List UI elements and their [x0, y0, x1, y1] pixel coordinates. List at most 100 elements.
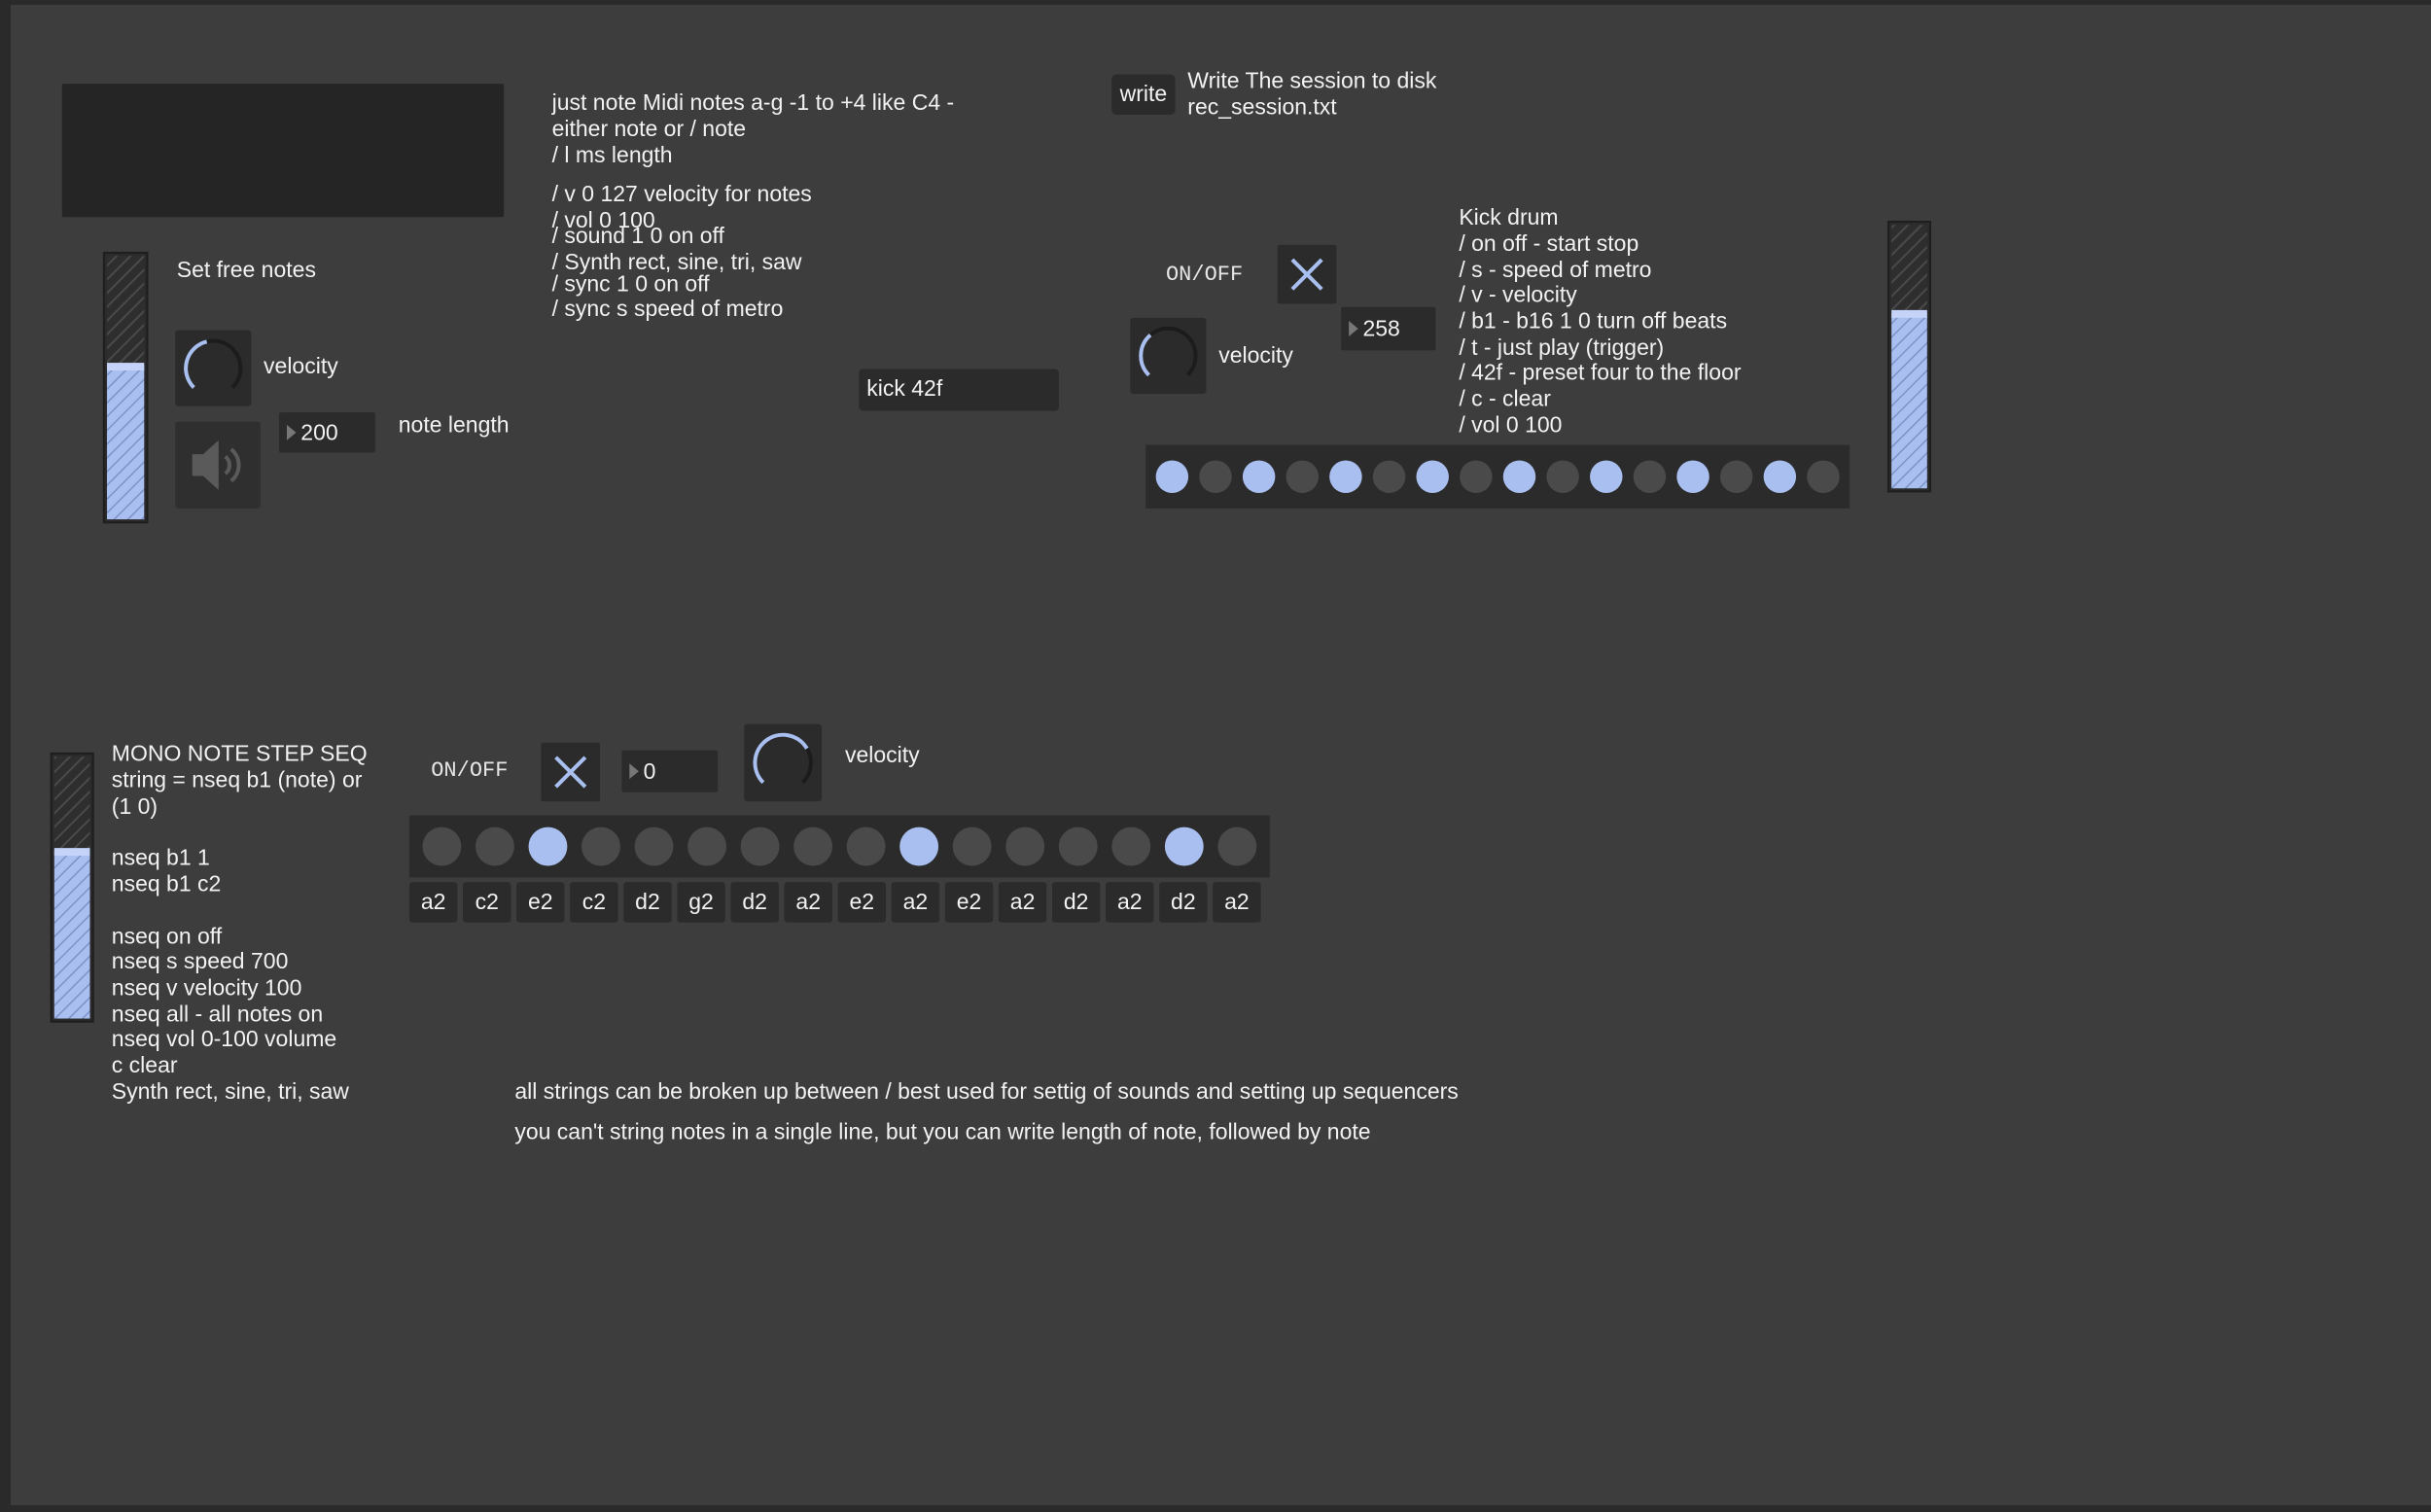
help-line: nseq all - all notes on	[112, 1001, 323, 1026]
step-button[interactable]	[422, 826, 462, 866]
step-button[interactable]	[528, 826, 568, 866]
note-box[interactable]	[1051, 882, 1101, 923]
toggle-x	[554, 756, 587, 789]
help-line: / c - clear	[1459, 385, 1551, 410]
write-button[interactable]	[1111, 74, 1176, 115]
note-label: c2	[582, 889, 606, 914]
help-line: / on off - start stop	[1459, 230, 1638, 256]
help-line: / v - velocity	[1459, 282, 1577, 307]
help-line: / b1 - b16 1 0 turn off beats	[1459, 308, 1727, 334]
number-box[interactable]	[621, 750, 719, 792]
note-box[interactable]	[1213, 882, 1261, 923]
top-edge	[0, 0, 2431, 5]
help-line: string = nseq b1 (note) or	[112, 767, 363, 792]
slider-knob	[107, 363, 145, 371]
step-button[interactable]	[1763, 460, 1797, 494]
step-button[interactable]	[634, 826, 674, 866]
note-label: d2	[1064, 889, 1089, 914]
label: note length	[399, 412, 510, 438]
step-button[interactable]	[687, 826, 726, 866]
step-button[interactable]	[1199, 460, 1232, 494]
slider-empty	[107, 256, 145, 367]
help-line: (1 0)	[112, 793, 158, 819]
step-button[interactable]	[952, 826, 992, 866]
note-box[interactable]	[623, 882, 672, 923]
step-button[interactable]	[1286, 460, 1320, 494]
step-button[interactable]	[899, 826, 939, 866]
number-box[interactable]	[278, 412, 375, 453]
message-label: kick 42f	[866, 375, 943, 401]
note-box[interactable]	[784, 882, 832, 923]
note-box[interactable]	[463, 882, 511, 923]
note-box[interactable]	[516, 882, 565, 923]
note-label: e2	[528, 889, 553, 914]
help-line: nseq b1 1	[112, 844, 210, 869]
note-box[interactable]	[944, 882, 994, 923]
note-box[interactable]	[408, 882, 458, 923]
step-button[interactable]	[1217, 826, 1257, 866]
note-box[interactable]	[837, 882, 887, 923]
left-edge	[0, 0, 11, 1512]
step-button[interactable]	[1372, 460, 1406, 494]
step-button[interactable]	[1676, 460, 1709, 494]
speaker-waves	[224, 447, 241, 483]
knob-value	[753, 732, 809, 785]
toggle-x	[1290, 258, 1323, 291]
step-button[interactable]	[1416, 460, 1449, 494]
help-line: / vol 0 100	[1459, 412, 1562, 438]
note-label: a2	[421, 889, 446, 914]
note-label: a2	[1224, 889, 1250, 914]
note-label: a2	[1010, 889, 1036, 914]
step-button[interactable]	[740, 826, 780, 866]
help-line: nseq b1 c2	[112, 870, 222, 896]
note-label: d2	[742, 889, 767, 914]
step-button[interactable]	[1005, 826, 1045, 866]
step-button[interactable]	[1111, 826, 1151, 866]
help-line: / sync 1 0 on off	[552, 270, 711, 296]
note-box[interactable]	[570, 882, 618, 923]
toggle-label: ON/OFF	[431, 758, 508, 783]
step-button[interactable]	[1719, 460, 1753, 494]
step-button[interactable]	[1164, 826, 1204, 866]
note-label: g2	[688, 889, 714, 914]
step-button[interactable]	[1502, 460, 1536, 494]
help-line: / sound 1 0 on off	[552, 223, 725, 248]
display	[61, 84, 505, 218]
message-box[interactable]	[859, 369, 1059, 411]
step-button[interactable]	[793, 826, 833, 866]
number-arrow	[1349, 321, 1358, 336]
number-value: 258	[1362, 316, 1399, 341]
label: Set free notes	[177, 257, 316, 282]
label: velocity	[264, 353, 338, 378]
step-button[interactable]	[1633, 460, 1667, 494]
step-button[interactable]	[1546, 460, 1579, 494]
note-label: c2	[476, 889, 499, 914]
step-button[interactable]	[846, 826, 886, 866]
note-box[interactable]	[998, 882, 1047, 923]
step-button[interactable]	[1590, 460, 1623, 494]
step-button[interactable]	[1155, 460, 1189, 494]
help-line: Write The session to disk	[1187, 68, 1437, 93]
step-button[interactable]	[581, 826, 620, 866]
knob-value	[184, 339, 208, 389]
step-button[interactable]	[1460, 460, 1493, 494]
help-line: nseq v velocity 100	[112, 974, 302, 1000]
step-button[interactable]	[1329, 460, 1362, 494]
help-line: rec_session.txt	[1187, 94, 1337, 120]
note-box[interactable]	[891, 882, 940, 923]
step-button[interactable]	[475, 826, 514, 866]
help-line: just note Midi notes a-g -1 to +4 like C…	[551, 89, 955, 115]
speaker-icon	[192, 440, 219, 490]
note-box[interactable]	[730, 882, 779, 923]
note-box[interactable]	[677, 882, 725, 923]
note-box[interactable]	[1106, 882, 1154, 923]
note-box[interactable]	[1159, 882, 1208, 923]
footer-line: you can't string notes in a single line,…	[514, 1119, 1370, 1144]
number-box[interactable]	[1341, 306, 1436, 351]
help-line: nseq s speed 700	[112, 948, 289, 973]
step-button[interactable]	[1242, 460, 1276, 494]
step-button[interactable]	[1058, 826, 1098, 866]
note-label: d2	[635, 889, 660, 914]
step-button[interactable]	[1807, 460, 1840, 494]
